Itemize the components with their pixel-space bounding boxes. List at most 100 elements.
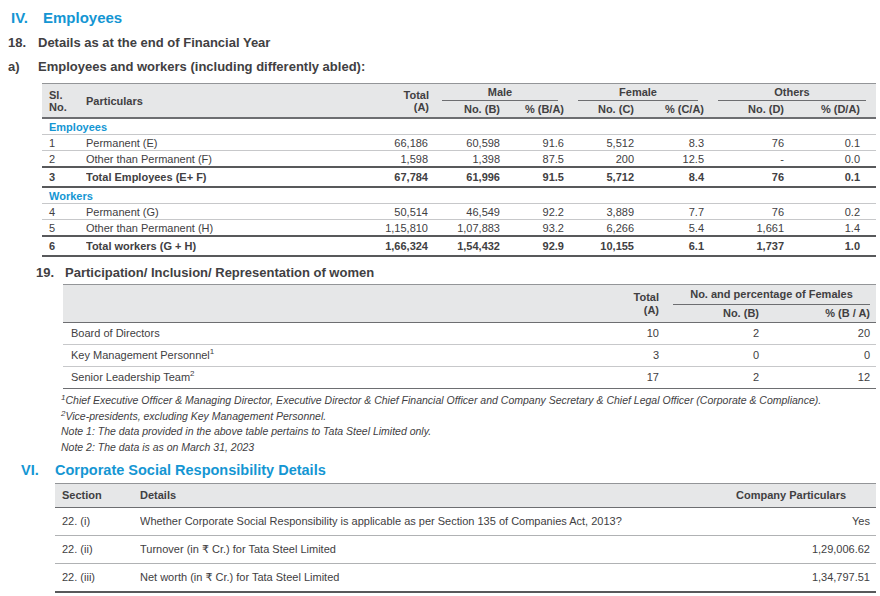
table-row-key-management: Key Management Personnel1 3 0 0 bbox=[63, 345, 876, 367]
table-row-senior-leadership: Senior Leadership Team2 17 2 12 bbox=[63, 367, 876, 389]
cell-sl: 2 bbox=[42, 151, 86, 168]
table-row-other-permanent-h: 5 Other than Permanent (H) 1,15,810 1,07… bbox=[42, 220, 876, 237]
table-header-row: Section Details Company Particulars bbox=[55, 484, 876, 508]
item-19-heading: 19.Participation/ Inclusion/ Representat… bbox=[36, 265, 880, 280]
section-label-employees: Employees bbox=[42, 118, 876, 135]
cell-no-c: 200 bbox=[568, 151, 638, 168]
cell-category: Senior Leadership Team2 bbox=[63, 367, 608, 389]
section-iv-heading: IV.Employees bbox=[11, 9, 880, 26]
cell-pct-ba: 91.6 bbox=[504, 135, 568, 151]
cell-no-b: 0 bbox=[665, 345, 765, 367]
item-18a-number: a) bbox=[8, 59, 38, 74]
section-vi-heading: VI.Corporate Social Responsibility Detai… bbox=[21, 462, 880, 478]
item-19-title: Participation/ Inclusion/ Representation… bbox=[65, 265, 374, 280]
cell-pct-ca: 8.3 bbox=[638, 135, 708, 151]
cell-no-b: 1,398 bbox=[432, 151, 504, 168]
col-group-male: Male bbox=[432, 84, 568, 102]
cell-no-c: 10,155 bbox=[568, 236, 638, 256]
cell-total-a: 1,15,810 bbox=[344, 220, 432, 237]
note-2: Note 2: The data is as on March 31, 2023 bbox=[61, 441, 873, 455]
women-representation-table: Total(A) No. and percentage of Females N… bbox=[63, 284, 876, 389]
footnotes-block: 1Chief Executive Officer & Managing Dire… bbox=[61, 394, 873, 454]
cell-no-c: 5,712 bbox=[568, 167, 638, 187]
cell-sl: 5 bbox=[42, 220, 86, 237]
col-header-total-a: Total(A) bbox=[344, 84, 432, 119]
cell-company-particulars: Yes bbox=[730, 508, 876, 536]
col-header-sl-no: Sl.No. bbox=[42, 84, 86, 119]
footnote-2: 2Vice-presidents, excluding Key Manageme… bbox=[61, 410, 873, 424]
cell-no-b: 2 bbox=[665, 367, 765, 389]
col-header-pct-ba: % (B/A) bbox=[504, 101, 568, 118]
cell-pct-da: 0.2 bbox=[788, 204, 876, 220]
cell-pct-ba: 0 bbox=[765, 345, 876, 367]
cell-category: Board of Directors bbox=[63, 323, 608, 345]
note-1: Note 1: The data provided in the above t… bbox=[61, 425, 873, 439]
cell-no-c: 5,512 bbox=[568, 135, 638, 151]
table-row-net-worth: 22. (iii) Net worth (in ₹ Cr.) for Tata … bbox=[55, 564, 876, 593]
table-row-csr-applicable: 22. (i) Whether Corporate Social Respons… bbox=[55, 508, 876, 536]
cell-sl: 1 bbox=[42, 135, 86, 151]
footnote-1: 1Chief Executive Officer & Managing Dire… bbox=[61, 394, 873, 408]
cell-details: Whether Corporate Social Responsibility … bbox=[140, 508, 730, 536]
table-row-permanent-e: 1 Permanent (E) 66,186 60,598 91.6 5,512… bbox=[42, 135, 876, 151]
col-header-company-particulars: Company Particulars bbox=[730, 484, 876, 508]
table-row-total-workers: 6 Total workers (G + H) 1,66,324 1,54,43… bbox=[42, 236, 876, 256]
section-row-workers: Workers bbox=[42, 187, 876, 204]
cell-pct-da: 1.4 bbox=[788, 220, 876, 237]
section-vi-number: VI. bbox=[21, 462, 55, 478]
col-group-others: Others bbox=[708, 84, 876, 102]
cell-pct-ca: 12.5 bbox=[638, 151, 708, 168]
cell-total-a: 1,598 bbox=[344, 151, 432, 168]
cell-sl: 6 bbox=[42, 236, 86, 256]
item-18-heading: 18.Details as at the end of Financial Ye… bbox=[8, 35, 880, 50]
col-header-section: Section bbox=[55, 484, 140, 508]
col-header-no-c: No. (C) bbox=[568, 101, 638, 118]
table-row-permanent-g: 4 Permanent (G) 50,514 46,549 92.2 3,889… bbox=[42, 204, 876, 220]
item-18a-heading: a)Employees and workers (including diffe… bbox=[8, 59, 880, 74]
cell-no-d: 76 bbox=[708, 167, 788, 187]
cell-total-a: 1,66,324 bbox=[344, 236, 432, 256]
table-row-turnover: 22. (ii) Turnover (in ₹ Cr.) for Tata St… bbox=[55, 536, 876, 564]
cell-details: Net worth (in ₹ Cr.) for Tata Steel Limi… bbox=[140, 564, 730, 593]
table-row-total-employees: 3 Total Employees (E+ F) 67,784 61,996 9… bbox=[42, 167, 876, 187]
col-header-total-a: Total(A) bbox=[608, 285, 665, 323]
section-iv-title: Employees bbox=[43, 9, 122, 26]
table-row-other-permanent-f: 2 Other than Permanent (F) 1,598 1,398 8… bbox=[42, 151, 876, 168]
cell-no-b: 61,996 bbox=[432, 167, 504, 187]
cell-pct-ba: 87.5 bbox=[504, 151, 568, 168]
item-18-title: Details as at the end of Financial Year bbox=[38, 35, 270, 50]
cell-total-a: 3 bbox=[608, 345, 665, 367]
cell-category: Key Management Personnel1 bbox=[63, 345, 608, 367]
cell-no-b: 60,598 bbox=[432, 135, 504, 151]
col-header-pct-da: % (D/A) bbox=[788, 101, 876, 118]
cell-particulars: Other than Permanent (H) bbox=[86, 220, 344, 237]
col-header-pct-ca: % (C/A) bbox=[638, 101, 708, 118]
cell-no-d: 76 bbox=[708, 204, 788, 220]
cell-pct-da: 0.1 bbox=[788, 135, 876, 151]
cell-total-a: 17 bbox=[608, 367, 665, 389]
cell-no-d: 1,737 bbox=[708, 236, 788, 256]
table-header-group-row: Total(A) No. and percentage of Females bbox=[63, 285, 876, 306]
cell-particulars: Total Employees (E+ F) bbox=[86, 167, 344, 187]
col-group-female: Female bbox=[568, 84, 708, 102]
cell-pct-ca: 7.7 bbox=[638, 204, 708, 220]
cell-pct-ba: 91.5 bbox=[504, 167, 568, 187]
cell-no-b: 46,549 bbox=[432, 204, 504, 220]
section-iv-number: IV. bbox=[11, 9, 43, 26]
cell-total-a: 10 bbox=[608, 323, 665, 345]
cell-particulars: Other than Permanent (F) bbox=[86, 151, 344, 168]
section-label-workers: Workers bbox=[42, 187, 876, 204]
cell-details: Turnover (in ₹ Cr.) for Tata Steel Limit… bbox=[140, 536, 730, 564]
item-18a-title: Employees and workers (including differe… bbox=[38, 59, 365, 74]
cell-section: 22. (ii) bbox=[55, 536, 140, 564]
table-row-board-of-directors: Board of Directors 10 2 20 bbox=[63, 323, 876, 345]
cell-pct-da: 0.0 bbox=[788, 151, 876, 168]
cell-no-d: 1,661 bbox=[708, 220, 788, 237]
section-row-employees: Employees bbox=[42, 118, 876, 135]
cell-particulars: Total workers (G + H) bbox=[86, 236, 344, 256]
cell-company-particulars: 1,29,006.62 bbox=[730, 536, 876, 564]
cell-no-b: 1,07,883 bbox=[432, 220, 504, 237]
cell-pct-ca: 5.4 bbox=[638, 220, 708, 237]
cell-pct-ca: 8.4 bbox=[638, 167, 708, 187]
cell-pct-ba: 92.9 bbox=[504, 236, 568, 256]
